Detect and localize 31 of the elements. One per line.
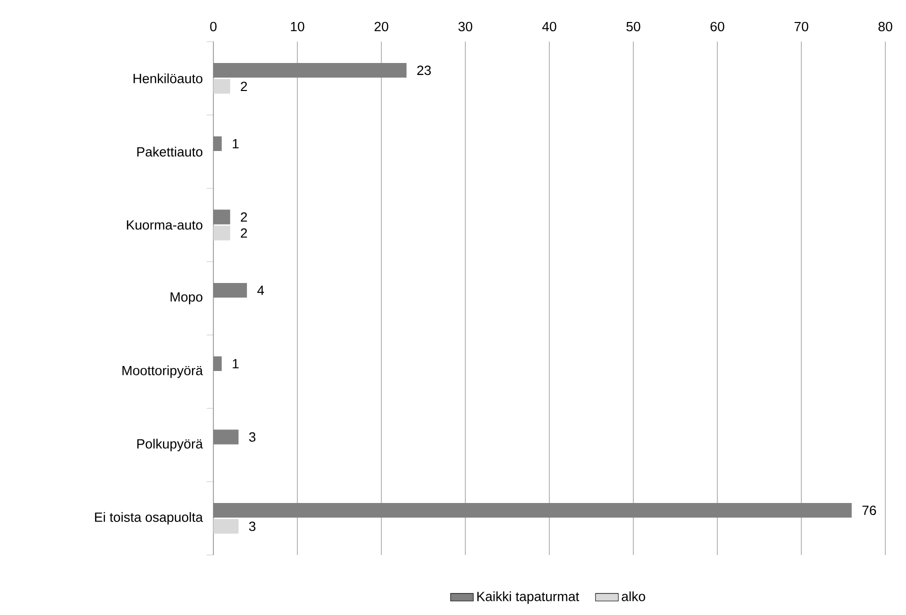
x-tick-label: 70 [794,22,808,32]
y-tick-label: Kuorma-auto [126,220,202,230]
x-tick-label: 60 [710,22,724,32]
x-tick-label: 10 [290,22,304,32]
x-tick-label: 50 [626,22,640,32]
data-label: 4 [257,286,264,295]
data-label: 3 [249,522,256,532]
data-label: 1 [232,359,239,368]
data-label: 3 [249,432,256,442]
bar [213,226,230,240]
y-tick-label: Polkupyörä [137,438,203,452]
x-tick-label: 20 [374,22,388,32]
data-label: 1 [232,139,239,148]
y-tick-label: Pakettiauto [137,146,202,157]
y-tick-label: Moottoripyörä [122,365,203,378]
legend-label: alko [622,591,646,602]
bar [213,519,239,534]
x-tick-label: 30 [458,22,472,32]
data-label: 2 [240,228,247,238]
data-label: 2 [240,82,247,92]
data-label: 76 [862,506,876,516]
y-tick-label: Henkilöauto [134,73,202,84]
data-label: 23 [417,66,431,76]
y-tick-label: Ei toista osapuolta [95,512,203,525]
legend-label: Kaikki tapaturmat [477,591,580,604]
x-tick-label: 40 [542,22,556,32]
data-label: 2 [240,212,247,222]
bar [213,79,230,94]
x-tick-label: 80 [878,22,892,32]
y-tick-label: Mopo [170,292,202,304]
x-tick-label: 0 [210,22,217,32]
